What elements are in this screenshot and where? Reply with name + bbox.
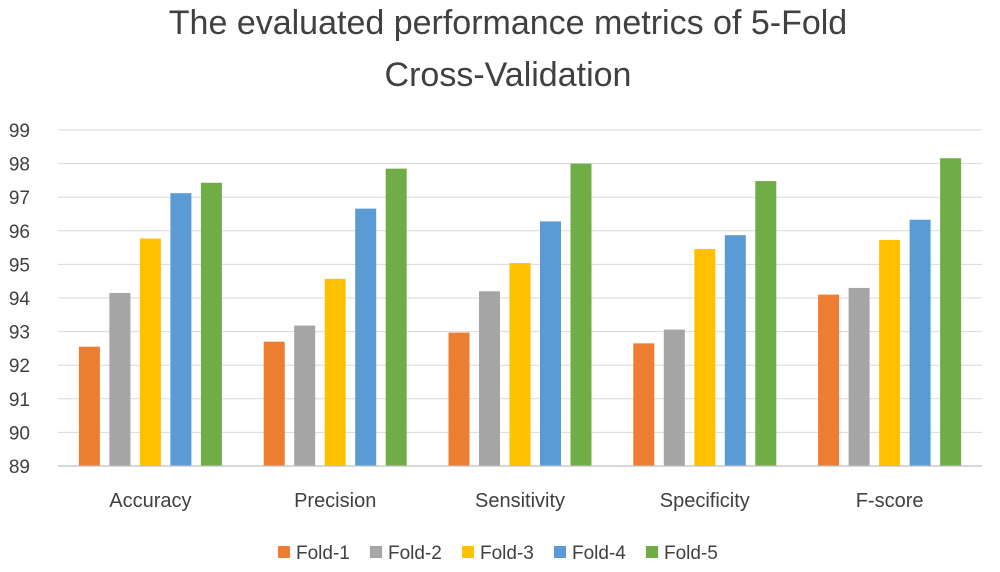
bar-fold-5-accuracy <box>200 182 222 466</box>
legend-swatch <box>646 546 658 558</box>
legend-label: Fold-4 <box>572 543 626 564</box>
bar-fold-3-sensitivity <box>509 263 531 466</box>
x-category-label: Precision <box>294 490 376 512</box>
bar-fold-4-f-score <box>909 219 931 466</box>
legend-item-fold-4: Fold-4 <box>554 543 626 564</box>
y-tick-label: 92 <box>9 356 30 377</box>
bar-fold-1-precision <box>263 341 285 466</box>
bar-fold-4-accuracy <box>170 193 192 466</box>
bar-fold-4-precision <box>355 208 377 466</box>
y-tick-label: 94 <box>9 289 31 310</box>
legend-label: Fold-2 <box>388 543 442 564</box>
legend-item-fold-1: Fold-1 <box>278 543 350 564</box>
bar-fold-2-sensitivity <box>479 291 500 466</box>
bar-fold-5-sensitivity <box>570 163 592 466</box>
bar-fold-2-f-score <box>848 287 870 466</box>
y-axis-tick-labels: 89 90 91 92 93 94 95 96 97 98 99 <box>9 121 31 478</box>
bar-fold-3-specificity <box>694 248 716 466</box>
bar-fold-3-accuracy <box>139 238 161 466</box>
legend-item-fold-3: Fold-3 <box>462 543 534 564</box>
bar-fold-1-f-score <box>818 294 840 466</box>
bar-fold-5-f-score <box>940 158 962 466</box>
bar-fold-2-specificity <box>663 329 685 466</box>
y-tick-label: 99 <box>9 121 30 142</box>
bar-fold-3-precision <box>324 278 346 466</box>
legend-swatch <box>370 546 382 558</box>
bar-fold-5-precision <box>385 168 407 466</box>
legend-label: Fold-3 <box>480 543 534 564</box>
chart-title-line-1: The evaluated performance metrics of 5-F… <box>169 4 847 42</box>
legend-label: Fold-5 <box>664 543 718 564</box>
bar-fold-4-sensitivity <box>540 221 561 466</box>
y-tick-label: 98 <box>9 155 30 176</box>
bars <box>78 158 962 466</box>
x-category-label: Accuracy <box>109 490 191 512</box>
y-tick-label: 90 <box>9 423 30 444</box>
x-category-label: Sensitivity <box>475 490 565 512</box>
bar-fold-2-precision <box>294 325 316 466</box>
y-tick-label: 89 <box>9 457 30 478</box>
chart-title-line-2: Cross-Validation <box>385 56 632 94</box>
legend-item-fold-2: Fold-2 <box>370 543 442 564</box>
bar-fold-1-sensitivity <box>448 332 470 466</box>
bar-fold-2-accuracy <box>109 292 131 466</box>
bar-fold-5-specificity <box>755 181 777 466</box>
y-tick-label: 97 <box>9 188 30 209</box>
legend-label: Fold-1 <box>296 543 350 564</box>
bar-fold-1-specificity <box>633 343 655 466</box>
y-tick-label: 95 <box>9 255 30 276</box>
legend-swatch <box>278 546 290 558</box>
y-tick-label: 96 <box>9 222 30 243</box>
legend-swatch <box>462 546 474 558</box>
bar-fold-1-accuracy <box>78 346 100 466</box>
y-tick-label: 91 <box>9 390 30 411</box>
x-category-label: F-score <box>856 490 924 512</box>
bar-fold-4-specificity <box>724 235 746 466</box>
legend-item-fold-5: Fold-5 <box>646 543 718 564</box>
y-tick-label: 93 <box>9 323 30 344</box>
x-category-label: Specificity <box>660 490 750 512</box>
legend: Fold-1 Fold-2 Fold-3 Fold-4 Fold-5 <box>278 543 718 564</box>
bar-fold-3-f-score <box>879 239 901 466</box>
x-axis-category-labels: Accuracy Precision Sensitivity Specificity F… <box>109 490 923 512</box>
chart-title: The evaluated performance metrics of 5-F… <box>169 4 847 94</box>
legend-swatch <box>554 546 566 558</box>
